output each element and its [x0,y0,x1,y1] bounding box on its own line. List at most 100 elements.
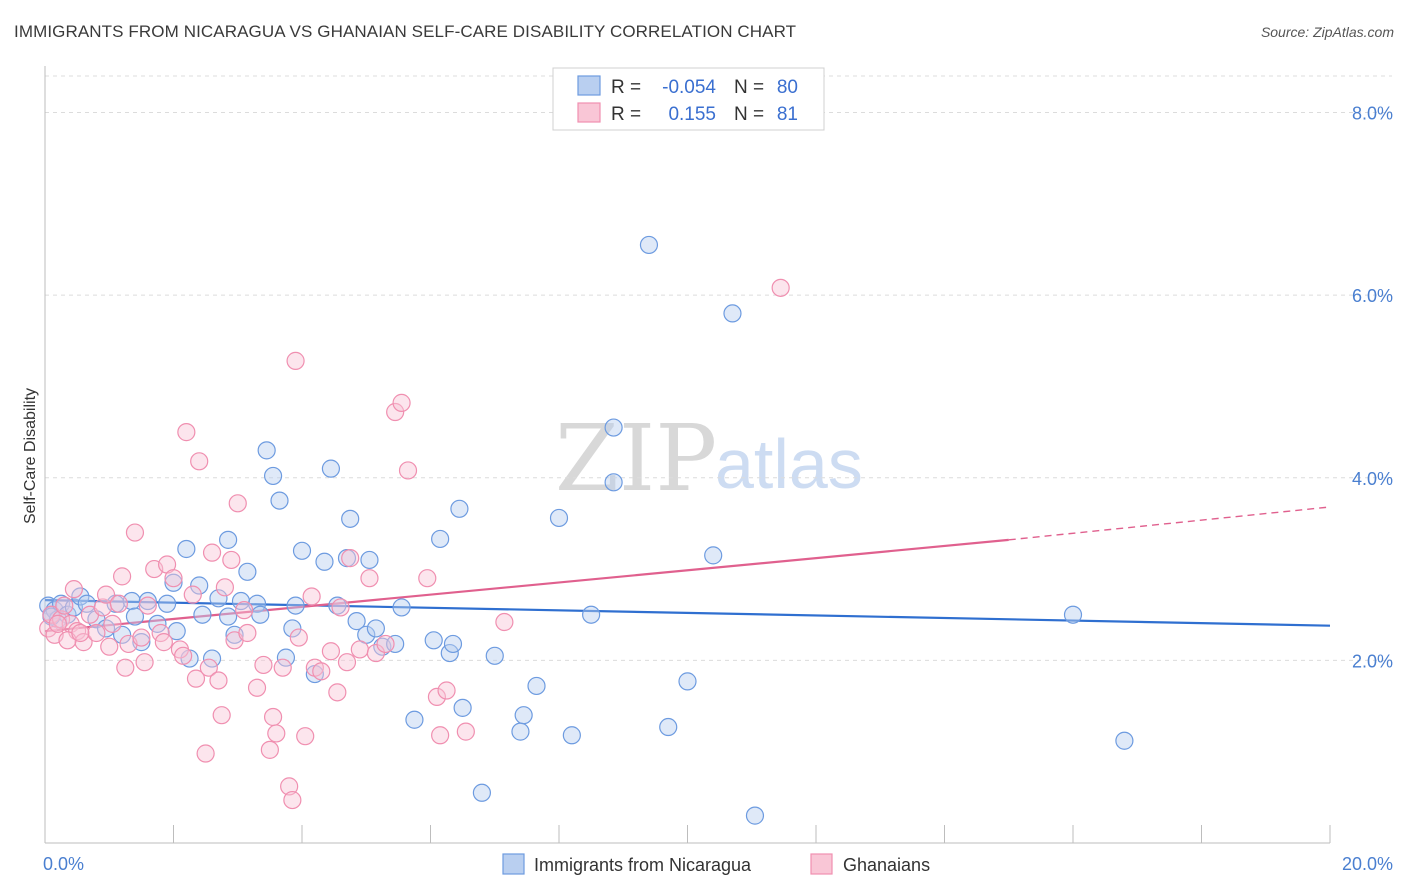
tick-labels: 2.0% 4.0% 6.0% 8.0% 0.0% 20.0% [43,104,1393,874]
point-ghanaians [360,569,379,588]
point-nicaragua [251,605,270,624]
bottom-legend-label-nicaragua: Immigrants from Nicaragua [534,855,752,875]
point-ghanaians [96,585,116,604]
point-nicaragua [1115,731,1134,750]
y-tick-label: 4.0% [1352,469,1393,489]
point-ghanaians [263,707,283,727]
point-nicaragua [219,530,238,549]
point-ghanaians [190,452,209,471]
point-nicaragua [347,612,366,631]
point-nicaragua [386,634,405,654]
point-nicaragua [257,441,276,460]
point-ghanaians [254,655,273,675]
point-nicaragua [270,491,289,510]
point-ghanaians [68,622,87,641]
point-ghanaians [132,628,151,647]
point-nicaragua [450,499,469,518]
bottom-legend-label-ghanaians: Ghanaians [843,855,930,875]
point-nicaragua [723,304,742,323]
point-ghanaians [366,643,385,663]
point-nicaragua [549,508,569,528]
point-ghanaians [350,640,369,659]
watermark-zip: ZIP [555,405,717,512]
point-ghanaians [328,683,347,702]
point-ghanaians [376,634,395,654]
point-ghanaians [103,614,122,633]
point-nicaragua [745,806,765,825]
point-nicaragua [639,235,659,255]
point-nicaragua [276,648,296,667]
point-ghanaians [42,605,61,624]
point-ghanaians [71,623,90,643]
point-nicaragua [443,634,463,654]
legend-row-ghanaians: R = 0.155 N = 81 [577,102,798,125]
point-nicaragua [527,676,546,696]
point-ghanaians [337,653,357,672]
legend-n-value: 80 [777,77,798,98]
point-nicaragua [283,619,302,638]
point-nicaragua [424,631,443,650]
legend-swatch-nicaragua [577,75,601,96]
point-nicaragua [71,587,90,606]
point-ghanaians [135,653,154,672]
y-tick-label: 6.0% [1352,286,1393,306]
bottom-legend-swatch-ghanaians [810,853,833,875]
point-ghanaians [418,569,437,588]
point-ghanaians [87,623,106,643]
point-ghanaians [154,633,173,652]
point-ghanaians [199,658,218,677]
point-ghanaians [164,569,183,588]
watermark-atlas: atlas [715,425,863,503]
point-ghanaians [215,578,234,597]
point-ghanaians [283,790,302,810]
point-ghanaians [398,461,418,480]
y-tick-label: 8.0% [1352,104,1393,124]
point-ghanaians [495,612,514,632]
point-ghanaians [238,623,257,643]
point-ghanaians [286,351,305,370]
y-axis-label: Self-Care Disability [22,388,39,524]
point-nicaragua [485,646,504,665]
point-nicaragua [392,598,411,617]
trend-line-nicaragua [44,599,1331,627]
point-ghanaians [456,722,475,741]
point-ghanaians [212,706,231,725]
point-ghanaians [331,598,350,617]
point-ghanaians [100,637,119,656]
point-ghanaians [138,596,157,615]
point-ghanaians [386,402,405,422]
x-tick-label: 20.0% [1342,854,1393,874]
data-points [39,235,1134,825]
y-tick-label: 2.0% [1352,651,1393,671]
legend-r-value: -0.054 [662,77,716,98]
point-ghanaians [296,727,315,746]
point-nicaragua [582,605,601,624]
point-nicaragua [263,466,283,486]
point-ghanaians [321,642,341,661]
point-nicaragua [511,722,530,741]
point-ghanaians [64,580,84,599]
point-ghanaians [228,494,247,513]
point-ghanaians [247,678,267,697]
point-ghanaians [273,658,292,677]
point-ghanaians [202,543,222,562]
watermark: ZIP atlas [555,405,863,512]
point-ghanaians [116,658,135,677]
point-ghanaians [771,278,790,297]
point-nicaragua [366,619,385,638]
point-nicaragua [209,589,228,608]
point-ghanaians [183,585,202,604]
point-nicaragua [164,573,183,592]
point-ghanaians [125,523,145,542]
point-nicaragua [286,596,305,615]
legend: R = -0.054 N = 80 R = 0.155 N = 81 [552,67,825,131]
point-nicaragua [659,717,678,737]
point-nicaragua [177,539,196,559]
legend-r-value: 0.155 [668,104,716,125]
point-nicaragua [219,607,238,626]
point-ghanaians [312,662,331,681]
point-ghanaians [341,549,360,568]
point-nicaragua [328,596,347,615]
point-ghanaians [267,724,286,743]
point-ghanaians [431,726,450,745]
